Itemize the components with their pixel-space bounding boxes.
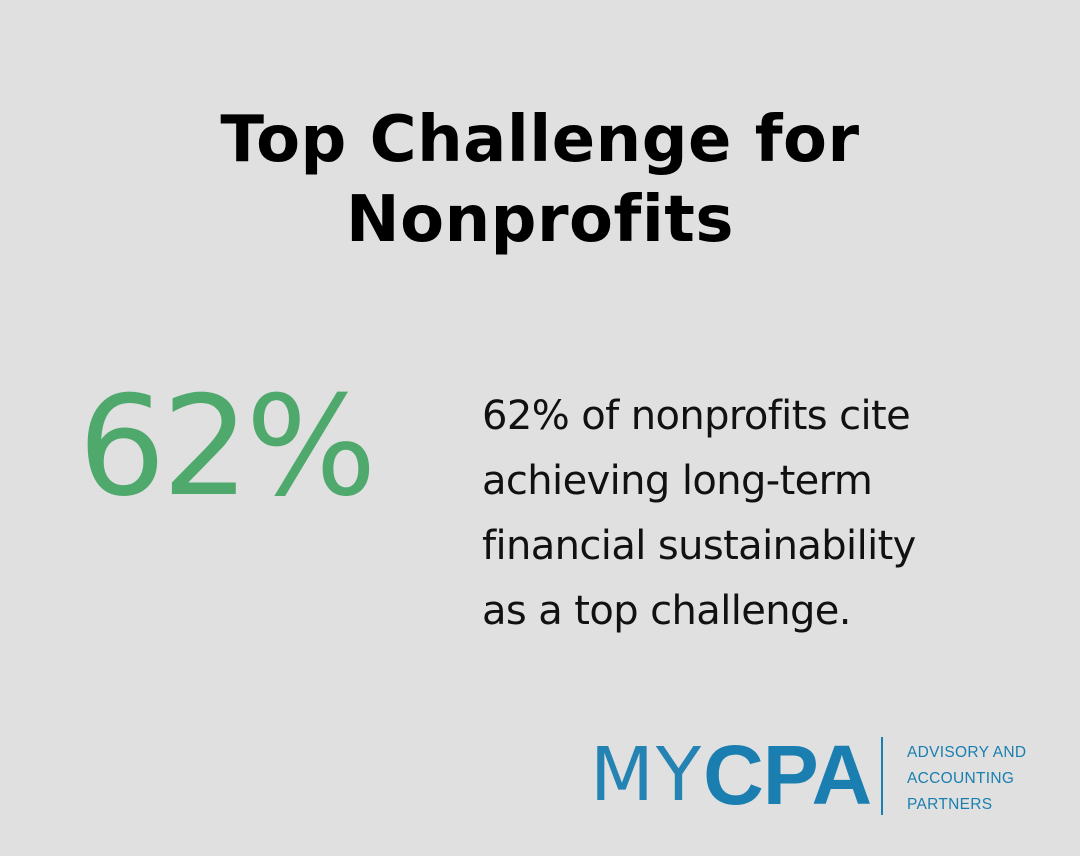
tagline-line: ACCOUNTING	[907, 770, 1015, 787]
description-line: 62% of nonprofits cite	[482, 393, 911, 439]
mycpa-logo: MY CPA	[590, 728, 872, 822]
tagline-line: PARTNERS	[907, 796, 993, 813]
page-title: Top Challenge for Nonprofits	[0, 100, 1080, 260]
stat-description: 62% of nonprofits cite achieving long-te…	[482, 384, 1042, 644]
stat-percentage: 62%	[78, 366, 377, 527]
description-line: as a top challenge.	[482, 588, 852, 634]
tagline-line: ADVISORY AND	[907, 744, 1027, 761]
logo-tagline: ADVISORY AND ACCOUNTING PARTNERS	[907, 740, 1026, 818]
logo-cpa-text: CPA	[703, 728, 872, 822]
title-line-1: Top Challenge for	[220, 103, 860, 177]
description-line: financial sustainability	[482, 523, 916, 569]
description-line: achieving long-term	[482, 458, 873, 504]
title-line-2: Nonprofits	[346, 183, 734, 257]
logo-divider	[881, 737, 883, 815]
logo-my-text: MY	[590, 732, 704, 818]
